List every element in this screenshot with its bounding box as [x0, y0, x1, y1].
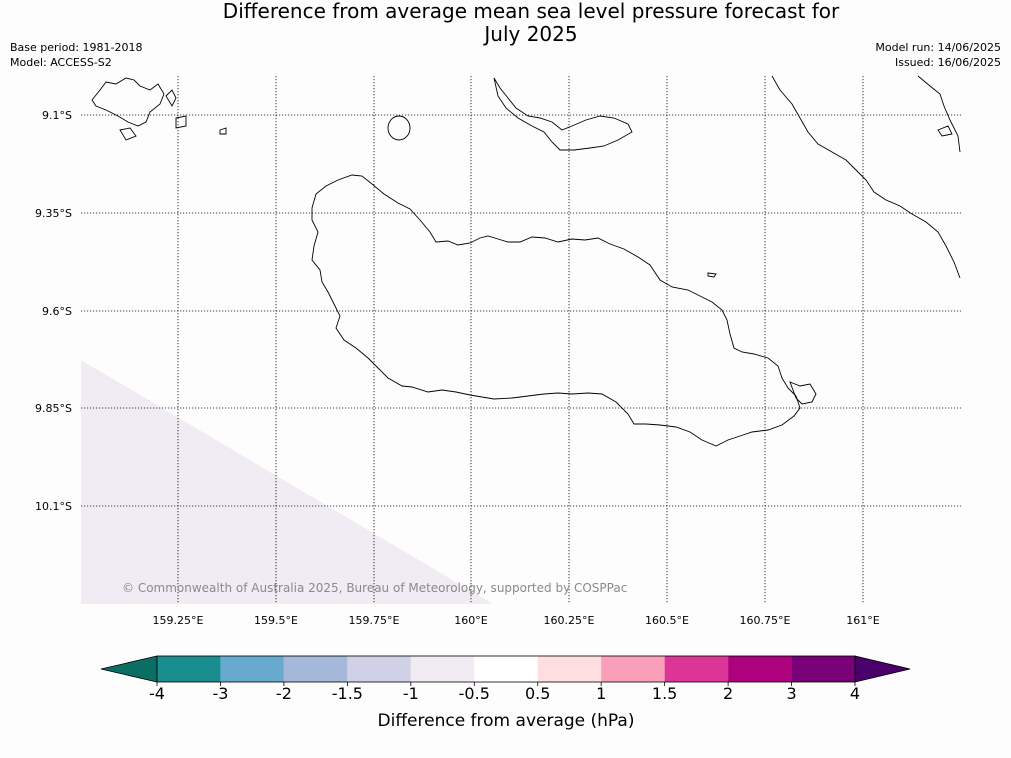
graticule: [81, 76, 961, 604]
ne-coast: [917, 75, 961, 153]
colorbar-swatch: [157, 656, 221, 682]
lon-tick-label: 160.25°E: [544, 614, 595, 627]
colorbar-swatch: [410, 656, 475, 682]
meta-right: Model run: 14/06/2025 Issued: 16/06/2025: [875, 40, 1001, 70]
copyright-notice: © Commonwealth of Australia 2025, Bureau…: [122, 581, 627, 595]
lon-tick-label: 160°E: [454, 614, 487, 627]
lat-tick-label: 9.6°S: [42, 305, 72, 318]
colorbar-swatch: [791, 656, 855, 682]
malaita-coast: [771, 75, 961, 279]
colorbar-tick-label: 4: [850, 684, 860, 703]
colorbar-over-arrow: [854, 655, 911, 683]
anomaly-shaded-region: [81, 360, 493, 604]
colorbar-title: Difference from average (hPa): [378, 711, 635, 731]
lon-tick-label: 159.75°E: [349, 614, 400, 627]
lon-tick-label: 160.75°E: [740, 614, 791, 627]
colorbar-tick-label: 1.5: [652, 684, 677, 703]
latitude-labels: 9.1°S 9.35°S 9.6°S 9.85°S 10.1°S: [35, 109, 72, 513]
colorbar-tick-label: -4: [149, 684, 165, 703]
colorbar-tick-label: 2: [723, 684, 733, 703]
meta-left: Base period: 1981-2018 Model: ACCESS-S2: [10, 40, 142, 70]
colorbar-tick-label: -2: [276, 684, 292, 703]
colorbar-swatch: [220, 656, 284, 682]
nw-islet-4: [219, 127, 227, 135]
longitude-labels: 159.25°E 159.5°E 159.75°E 160°E 160.25°E 160.…: [153, 614, 880, 627]
colorbar-swatch: [601, 656, 665, 682]
colorbar-tick-label: -0.5: [459, 684, 490, 703]
nw-islet-1: [165, 89, 177, 107]
lon-tick-label: 159.25°E: [153, 614, 204, 627]
colorbar-frame: [156, 655, 856, 683]
east-point-islet: [789, 381, 817, 405]
ne-islet: [937, 125, 953, 137]
colorbar-tick-label: -3: [212, 684, 228, 703]
lon-tick-label: 161°E: [846, 614, 879, 627]
lat-tick-label: 9.85°S: [35, 402, 72, 415]
colorbar-tick-label: -1.5: [332, 684, 363, 703]
nw-island-coast: [91, 77, 165, 127]
issued-text: Issued: 16/06/2025: [894, 56, 1001, 69]
colorbar-swatch: [347, 656, 411, 682]
lon-tick-label: 159.5°E: [254, 614, 298, 627]
north-island-coast: [493, 77, 633, 151]
nw-islet-2: [175, 115, 187, 129]
map-title: Difference from average mean sea level p…: [0, 0, 1011, 46]
coastlines: [91, 75, 961, 447]
lat-tick-label: 9.35°S: [35, 207, 72, 220]
base-period-text: Base period: 1981-2018: [10, 41, 143, 54]
colorbar-swatch: [474, 656, 538, 682]
lon-tick-label: 160.5°E: [645, 614, 689, 627]
colorbar-tick-label: 3: [786, 684, 796, 703]
savo-islet: [707, 272, 717, 278]
guadalcanal-coastline: [311, 174, 801, 447]
colorbar-swatch: [283, 656, 348, 682]
round-islet: [387, 115, 411, 141]
title-line-2: July 2025: [484, 22, 578, 46]
colorbar-tick-label: -1: [403, 684, 419, 703]
colorbar-tick-label: 1: [596, 684, 606, 703]
colorbar-swatch: [537, 656, 602, 682]
model-run-text: Model run: 14/06/2025: [875, 41, 1001, 54]
colorbar: [100, 655, 911, 683]
nw-islet-3: [119, 127, 137, 141]
title-line-1: Difference from average mean sea level p…: [222, 0, 840, 23]
model-text: Model: ACCESS-S2: [10, 56, 112, 69]
colorbar-under-arrow: [100, 655, 158, 683]
colorbar-swatch: [728, 656, 792, 682]
lat-tick-label: 9.1°S: [42, 109, 72, 122]
colorbar-tick-label: 0.5: [525, 684, 550, 703]
lat-tick-label: 10.1°S: [35, 500, 72, 513]
colorbar-swatch: [664, 656, 729, 682]
colorbar-labels: -4 -3 -2 -1.5 -1 -0.5 0.5 1 1.5 2 3 4: [149, 682, 860, 703]
